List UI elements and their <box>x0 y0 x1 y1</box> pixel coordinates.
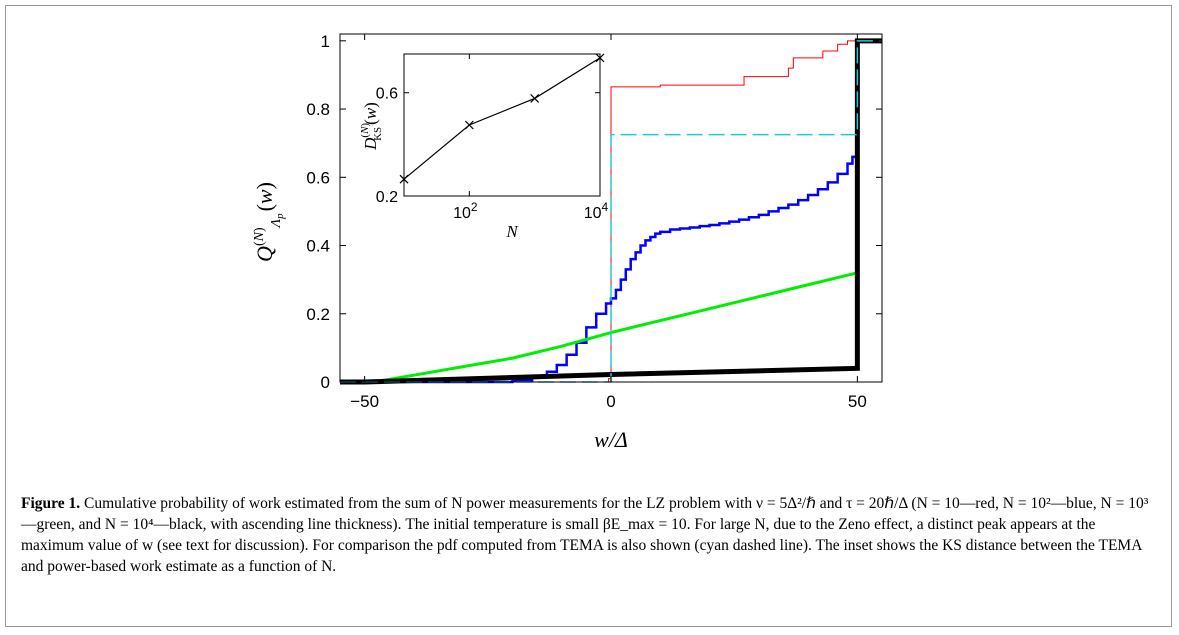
x-axis-label: w/Δ <box>594 427 628 452</box>
inset-y-axis-label: D(N)KS(w) <box>359 102 384 151</box>
inset-y-tick-label-1: 0.6 <box>376 86 398 103</box>
series-line-2 <box>339 271 858 384</box>
inset-marker-stroke-b-2 <box>530 93 540 103</box>
caption-text: Cumulative probability of work estimated… <box>21 495 1149 575</box>
inset-plot-area <box>404 54 600 196</box>
inset-x-axis-label: N <box>505 222 519 241</box>
figure-caption: Figure 1. Cumulative probability of work… <box>21 493 1149 577</box>
y-tick-label-3: 0.6 <box>306 168 330 187</box>
inset-series-line <box>403 57 601 180</box>
inset-plot-frame <box>403 53 601 197</box>
inset-marker-stroke-b-1 <box>464 120 474 130</box>
x-tick-label-2: 50 <box>848 392 867 411</box>
x-tick-label-0: −50 <box>350 392 379 411</box>
main-plot-frame <box>339 33 883 383</box>
x-tick-label-1: 0 <box>606 392 615 411</box>
y-tick-label-4: 0.8 <box>306 100 330 119</box>
inset-y-tick-label-0: 0.2 <box>376 189 398 206</box>
inset-marker-2 <box>530 93 540 103</box>
y-axis-label: Q(N)Λp(w) <box>252 182 286 262</box>
y-tick-label-0: 0 <box>321 373 330 392</box>
y-tick-label-2: 0.4 <box>306 237 330 256</box>
inset-marker-1 <box>464 120 474 130</box>
inset-series-group <box>399 53 605 184</box>
caption-label: Figure 1. <box>21 495 81 512</box>
y-tick-label-5: 1 <box>321 32 330 51</box>
y-tick-label-1: 0.2 <box>306 305 330 324</box>
